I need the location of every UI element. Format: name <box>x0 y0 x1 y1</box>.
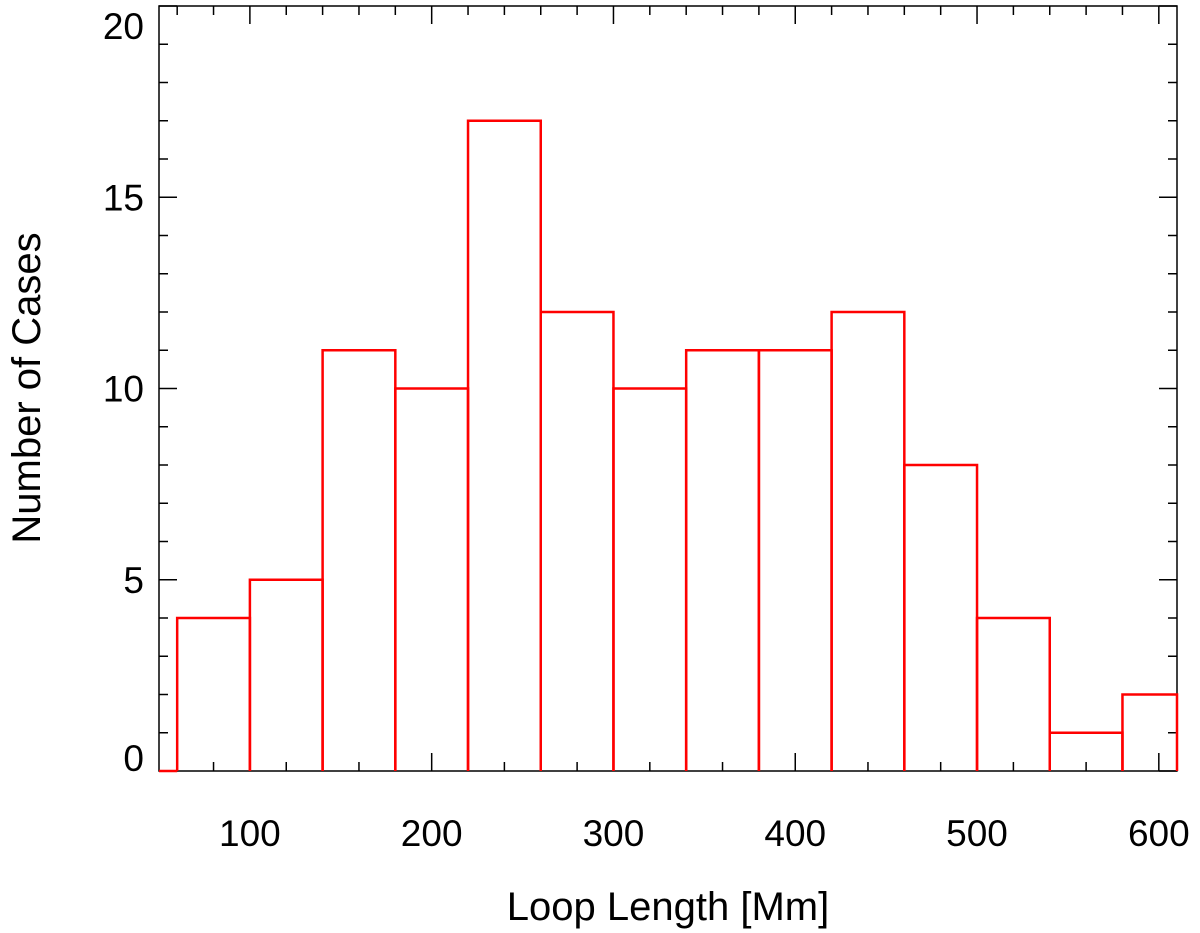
histogram-bar <box>830 310 906 771</box>
histogram-bar <box>612 387 688 771</box>
x-tick-label: 300 <box>583 813 645 854</box>
x-tick-label: 500 <box>946 813 1008 854</box>
y-tick-label: 0 <box>123 738 144 779</box>
x-tick-label: 100 <box>219 813 281 854</box>
histogram-bar <box>321 349 397 771</box>
x-tick-label: 200 <box>401 813 463 854</box>
axis-ticks <box>159 5 1177 772</box>
x-tick-label: 400 <box>764 813 826 854</box>
x-tick-label: 600 <box>1128 813 1190 854</box>
histogram-bar <box>903 463 979 771</box>
histogram-bar <box>539 310 615 771</box>
histogram-bar <box>975 616 1051 771</box>
y-axis-label: Number of Cases <box>5 232 49 543</box>
x-axis-label: Loop Length [Mm] <box>507 885 829 929</box>
histogram-bar <box>175 616 252 771</box>
y-tick-label: 15 <box>103 177 144 218</box>
histogram-bar <box>757 349 833 771</box>
histogram-bar <box>1121 693 1179 771</box>
y-tick-label: 20 <box>103 6 144 47</box>
histogram-bars <box>159 119 1179 773</box>
y-tick-label: 5 <box>123 560 144 601</box>
y-tick-label: 10 <box>103 369 144 410</box>
histogram-bar <box>466 119 542 771</box>
histogram-bar <box>684 349 761 771</box>
tick-labels: 100 200 300 400 500 600 0 5 10 15 20 <box>103 6 1190 854</box>
histogram-bar <box>394 387 470 771</box>
histogram-bar <box>248 578 324 771</box>
